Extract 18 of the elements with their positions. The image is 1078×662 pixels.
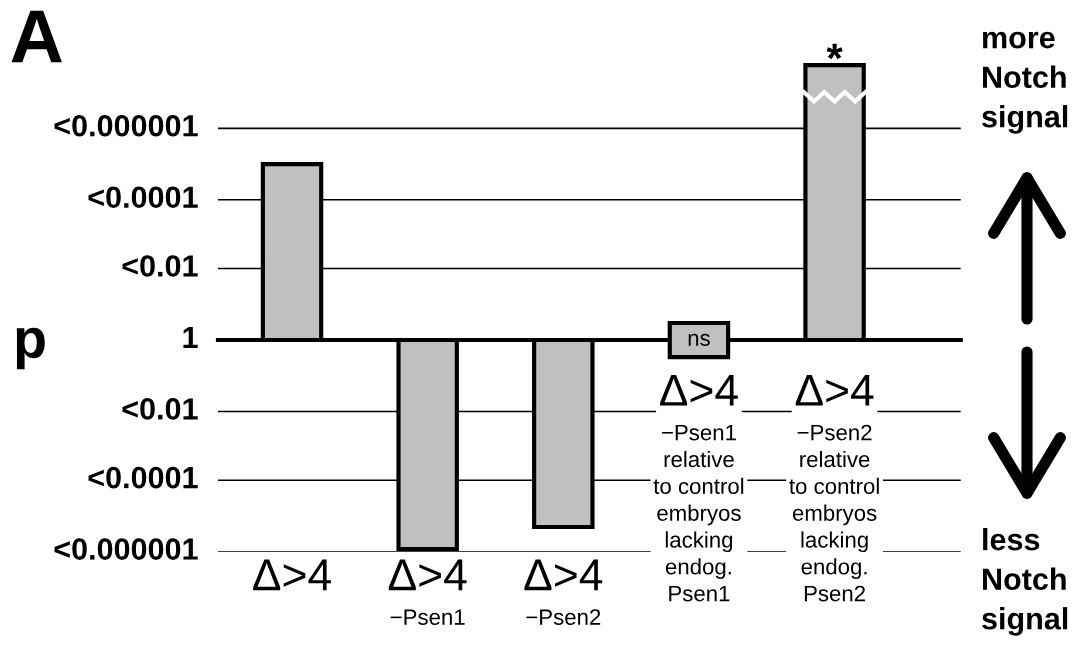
- x-tick-label: Δ>4 −Psen2 relative to control embryos lacking endog. Psen2: [789, 375, 879, 602]
- text: A: [11, 10, 62, 63]
- annotation: ns: [688, 333, 710, 346]
- text: less Notch signal: [982, 528, 1068, 636]
- text: <0.0001: [88, 466, 198, 489]
- text: <0.000001: [54, 114, 198, 137]
- text: 1: [183, 326, 198, 348]
- text: <0.01: [122, 255, 198, 277]
- text: <0.0001: [88, 186, 198, 209]
- y-axis-title: p: [16, 327, 45, 370]
- text: more Notch signal: [982, 31, 1068, 134]
- x-tick-label: Δ>4: [253, 559, 331, 591]
- x-tick-label: Δ>4 −Psen1: [388, 559, 467, 625]
- x-tick-label: Δ>4 −Psen1 relative to control embryos lacking endog. Psen1: [653, 375, 744, 602]
- text: <0.01: [122, 398, 198, 420]
- text: <0.000001: [54, 538, 198, 560]
- annotation: *: [826, 43, 843, 60]
- x-tick-label: Δ>4 −Psen2: [524, 559, 603, 625]
